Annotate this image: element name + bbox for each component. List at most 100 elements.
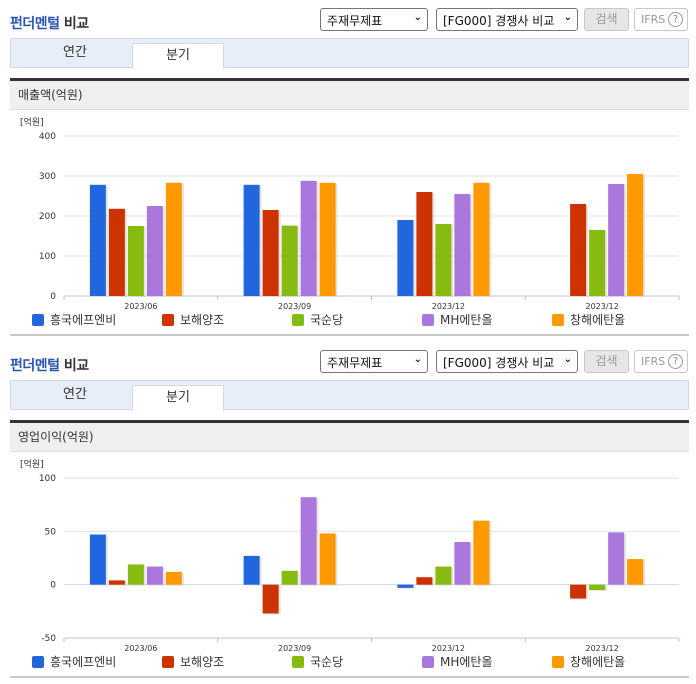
legend-swatch-icon — [162, 314, 174, 326]
bar[interactable] — [397, 220, 414, 296]
panel-header: 펀더멘털 비교 주재무제표 ⌄ [FG000] 경쟁사 비교 ⌄ 검색 IFRS? — [0, 0, 696, 38]
bar[interactable] — [319, 533, 336, 585]
report-type-value: 주재무제표 — [327, 14, 383, 28]
y-tick-label: 50 — [45, 527, 57, 537]
compare-value: [FG000] 경쟁사 비교 — [443, 356, 555, 370]
tab-quarterly[interactable]: 분기 — [132, 385, 224, 411]
bar[interactable] — [416, 192, 433, 296]
legend-item[interactable]: 국순당 — [292, 311, 343, 328]
bar[interactable] — [608, 532, 625, 585]
bar[interactable] — [435, 566, 452, 585]
divider — [10, 676, 689, 678]
bar[interactable] — [300, 180, 317, 296]
legend-item[interactable]: MH에탄올 — [422, 311, 493, 328]
bar[interactable] — [300, 497, 317, 585]
search-button[interactable]: 검색 — [584, 8, 629, 31]
report-type-select[interactable]: 주재무제표 ⌄ — [320, 350, 428, 373]
bar[interactable] — [281, 570, 298, 585]
panel-title: 펀더멘털 비교 — [10, 13, 89, 33]
bar[interactable] — [127, 564, 144, 585]
ifrs-button[interactable]: IFRS? — [634, 350, 688, 373]
bar[interactable] — [454, 542, 471, 585]
bar[interactable] — [127, 226, 144, 296]
bar[interactable] — [416, 577, 433, 585]
bar[interactable] — [146, 206, 163, 296]
bar[interactable] — [435, 224, 452, 296]
x-tick-label: 2023/09 — [278, 644, 311, 652]
tab-annual[interactable]: 연간 — [63, 387, 87, 402]
bar[interactable] — [281, 225, 298, 296]
legend-swatch-icon — [32, 314, 44, 326]
bar[interactable] — [570, 204, 587, 296]
legend-item[interactable]: 흥국에프엔비 — [32, 311, 116, 328]
legend-label: MH에탄올 — [440, 655, 493, 669]
bar[interactable] — [89, 184, 106, 296]
bar[interactable] — [262, 584, 279, 614]
tab-annual[interactable]: 연간 — [63, 45, 87, 60]
bar[interactable] — [473, 182, 490, 296]
legend-item[interactable]: 창해에탄올 — [552, 311, 625, 328]
legend-label: 창해에탄올 — [570, 313, 626, 327]
legend-swatch-icon — [552, 314, 564, 326]
period-tabs: 연간 분기 — [10, 380, 689, 411]
period-tabs: 연간 분기 — [10, 38, 689, 69]
legend-swatch-icon — [292, 656, 304, 668]
help-icon[interactable]: ? — [668, 12, 683, 27]
bar[interactable] — [454, 194, 471, 296]
bar[interactable] — [165, 182, 182, 296]
compare-select[interactable]: [FG000] 경쟁사 비교 ⌄ — [436, 350, 578, 373]
legend-label: 보해양조 — [180, 655, 225, 669]
search-button[interactable]: 검색 — [584, 350, 629, 373]
legend-swatch-icon — [292, 314, 304, 326]
bar[interactable] — [165, 571, 182, 585]
bar[interactable] — [146, 566, 163, 585]
metric-title: 매출액(억원) — [10, 78, 689, 110]
compare-select[interactable]: [FG000] 경쟁사 비교 ⌄ — [436, 8, 578, 31]
chevron-down-icon: ⌄ — [563, 12, 572, 23]
compare-value: [FG000] 경쟁사 비교 — [443, 14, 555, 28]
report-type-select[interactable]: 주재무제표 ⌄ — [320, 8, 428, 31]
bar[interactable] — [627, 174, 644, 296]
bar[interactable] — [473, 520, 490, 585]
y-tick-label: 0 — [50, 292, 56, 302]
legend-item[interactable]: 흥국에프엔비 — [32, 653, 116, 670]
legend-item[interactable]: 창해에탄올 — [552, 653, 625, 670]
y-tick-label: 200 — [39, 212, 56, 222]
legend-swatch-icon — [422, 656, 434, 668]
x-tick-label: 2023/09 — [278, 302, 311, 310]
legend-item[interactable]: MH에탄올 — [422, 653, 493, 670]
help-icon[interactable]: ? — [668, 354, 683, 369]
ifrs-button[interactable]: IFRS? — [634, 8, 688, 31]
metric-title: 영업이익(억원) — [10, 420, 689, 452]
legend-item[interactable]: 보해양조 — [162, 653, 224, 670]
bar[interactable] — [397, 584, 414, 588]
bar[interactable] — [319, 182, 336, 296]
legend-item[interactable]: 국순당 — [292, 653, 343, 670]
title-rest: 비교 — [59, 358, 89, 374]
fundamental-panel-sales: 펀더멘털 비교 주재무제표 ⌄ [FG000] 경쟁사 비교 ⌄ 검색 IFRS? … — [0, 0, 696, 336]
bar[interactable] — [608, 184, 625, 296]
fundamental-panel-operating-profit: 펀더멘털 비교 주재무제표 ⌄ [FG000] 경쟁사 비교 ⌄ 검색 IFRS? … — [0, 342, 696, 678]
legend-item[interactable]: 보해양조 — [162, 311, 224, 328]
chart-canvas: [억원] -50 0 50 100 2023/06 2023/09 2023/12 2023/1… — [20, 458, 680, 653]
bar[interactable] — [627, 559, 644, 585]
bar[interactable] — [589, 230, 606, 296]
bar[interactable] — [108, 208, 125, 296]
legend-label: 국순당 — [310, 655, 344, 669]
x-tick-label: 2023/06 — [124, 644, 157, 652]
bar[interactable] — [570, 584, 587, 599]
bar[interactable] — [243, 184, 260, 296]
bar[interactable] — [108, 580, 125, 585]
unit-label: [억원] — [20, 116, 44, 128]
legend-label: 국순당 — [310, 313, 344, 327]
bar[interactable] — [243, 555, 260, 585]
chart-legend: 흥국에프엔비 보해양조 국순당 MH에탄올 창해에탄올 — [10, 653, 689, 671]
bar[interactable] — [89, 534, 106, 585]
x-tick-label: 2023/12 — [432, 302, 465, 310]
legend-swatch-icon — [422, 314, 434, 326]
title-rest: 비교 — [59, 16, 89, 32]
legend-label: MH에탄올 — [440, 313, 493, 327]
tab-quarterly[interactable]: 분기 — [132, 43, 224, 69]
bar[interactable] — [589, 584, 606, 590]
bar[interactable] — [262, 210, 279, 296]
